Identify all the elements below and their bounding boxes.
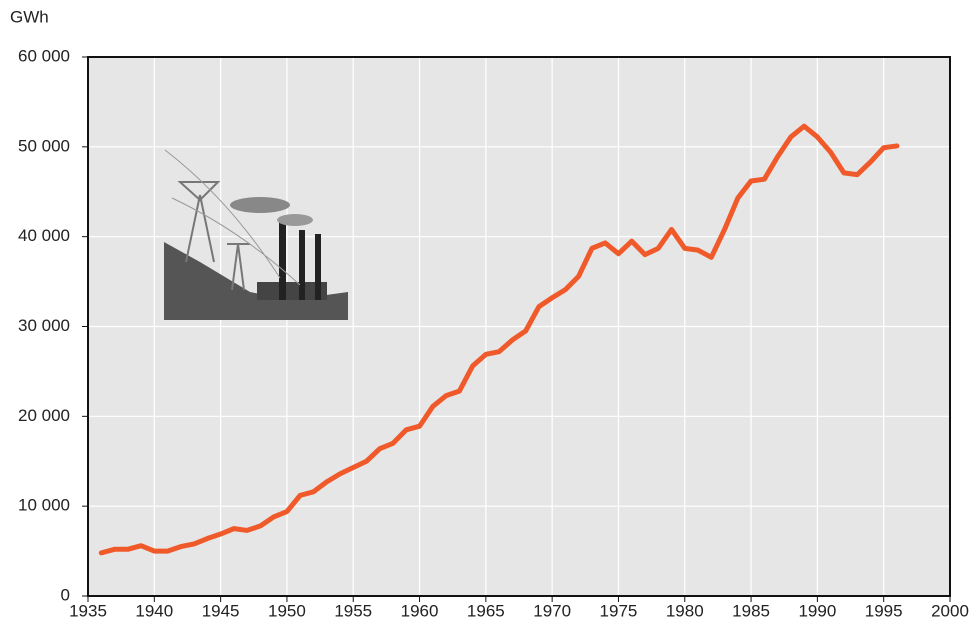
data-line bbox=[98, 123, 900, 556]
y-tick-label: 50 000 bbox=[18, 136, 70, 155]
x-tick-label: 1980 bbox=[666, 601, 704, 620]
x-tick-label: 2000 bbox=[931, 601, 969, 620]
x-tick-label: 1945 bbox=[202, 601, 240, 620]
x-tick-label: 1990 bbox=[798, 601, 836, 620]
y-tick-label: 0 bbox=[61, 585, 70, 604]
x-tick-label: 1940 bbox=[135, 601, 173, 620]
y-tick-label: 60 000 bbox=[18, 46, 70, 65]
x-tick-label: 1985 bbox=[732, 601, 770, 620]
x-tick-label: 1975 bbox=[600, 601, 638, 620]
x-tick-label: 1955 bbox=[334, 601, 372, 620]
x-tick-label: 1960 bbox=[401, 601, 439, 620]
y-axis-label: GWh bbox=[10, 7, 49, 26]
x-tick-label: 1935 bbox=[69, 601, 107, 620]
y-tick-label: 40 000 bbox=[18, 226, 70, 245]
x-tick-label: 1965 bbox=[467, 601, 505, 620]
x-tick-label: 1970 bbox=[533, 601, 571, 620]
x-tick-label: 1995 bbox=[865, 601, 903, 620]
y-tick-label: 30 000 bbox=[18, 316, 70, 335]
x-tick-label: 1950 bbox=[268, 601, 306, 620]
y-tick-label: 20 000 bbox=[18, 406, 70, 425]
illustration bbox=[164, 149, 348, 320]
y-tick-label: 10 000 bbox=[18, 496, 70, 515]
